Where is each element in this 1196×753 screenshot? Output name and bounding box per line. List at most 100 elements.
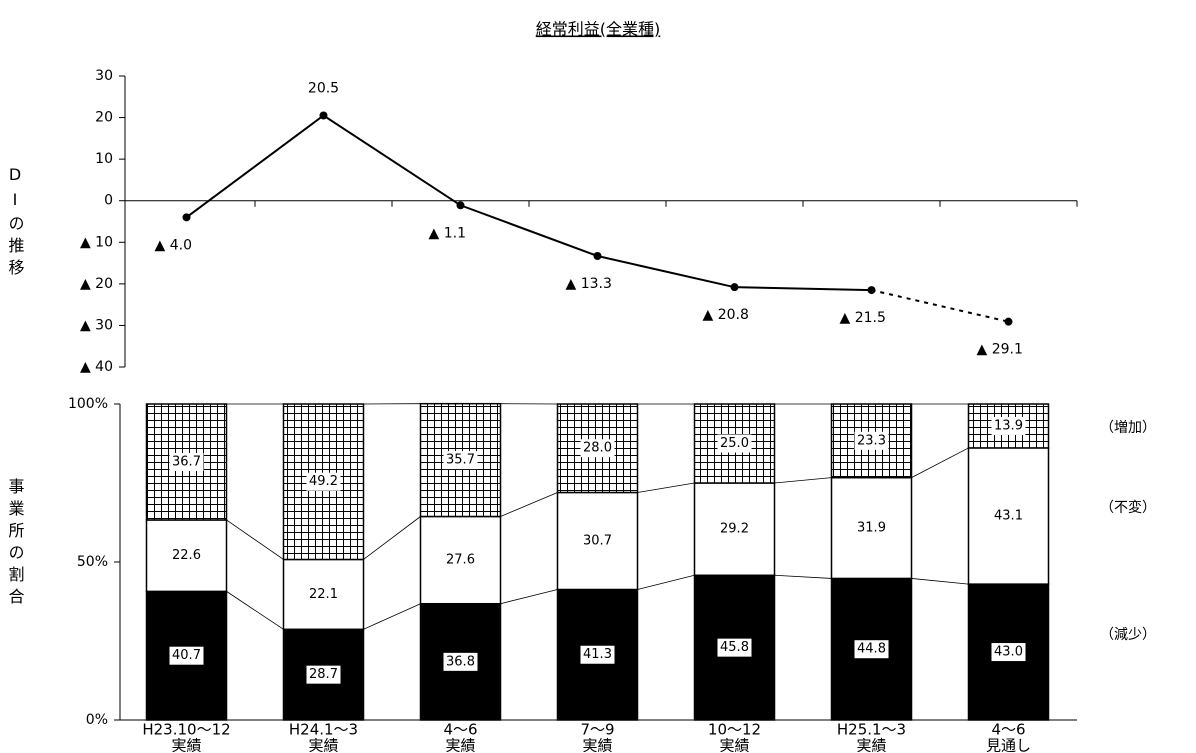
label-box xyxy=(306,585,341,604)
data-label: 49.2 xyxy=(309,474,338,489)
y-tick-label: 100% xyxy=(68,396,108,412)
y-tick-label: ▲ 20 xyxy=(80,276,113,292)
connector xyxy=(363,516,421,560)
data-label: 29.2 xyxy=(720,522,749,537)
line xyxy=(185,114,872,292)
label-box xyxy=(854,640,889,659)
x-tick-label: H25.1～3 xyxy=(837,721,906,739)
y-tick-label: 30 xyxy=(95,68,113,84)
label-box xyxy=(991,643,1026,662)
label-box xyxy=(854,519,889,538)
y-tick-label: ▲ 10 xyxy=(80,234,113,250)
label-box xyxy=(306,665,341,684)
x-tick-label: 実績 xyxy=(445,737,475,753)
label-box xyxy=(717,434,752,453)
label-box xyxy=(717,638,752,657)
connector xyxy=(637,574,695,590)
x-tick-label: 実績 xyxy=(582,737,612,753)
y-tick-label: ▲ 40 xyxy=(80,359,113,375)
label-box xyxy=(580,645,615,664)
connector xyxy=(226,591,284,630)
data-label: 28.0 xyxy=(583,441,612,456)
label-box xyxy=(854,431,889,450)
label-box xyxy=(580,531,615,550)
label-box xyxy=(991,416,1026,435)
x-tick-label: H23.10～12 xyxy=(142,721,230,739)
connector xyxy=(500,492,558,517)
x-tick-label: 実績 xyxy=(171,737,201,753)
x-tick-label: 7～9 xyxy=(580,721,614,739)
label-box xyxy=(717,520,752,539)
data-label: 43.1 xyxy=(994,509,1023,524)
data-label: 43.0 xyxy=(994,645,1023,660)
x-tick-label: 見通し xyxy=(986,737,1031,753)
data-label: 22.1 xyxy=(309,587,338,602)
label-box xyxy=(580,439,615,458)
data-label: 20.5 xyxy=(308,80,339,96)
data-label: 31.9 xyxy=(857,521,886,536)
data-label: ▲ 20.8 xyxy=(703,307,749,323)
data-label: 30.7 xyxy=(583,533,612,548)
label-box xyxy=(169,546,204,565)
x-tick-label: H24.1～3 xyxy=(289,721,358,739)
y-tick-label: 0% xyxy=(86,712,108,728)
data-label: 45.8 xyxy=(720,640,749,655)
bar-segment xyxy=(419,515,502,605)
data-label: 44.8 xyxy=(857,642,886,657)
point xyxy=(1004,317,1013,326)
chart-title: 経常利益(全業種) xyxy=(536,20,661,39)
label-box xyxy=(169,646,204,665)
connector xyxy=(774,477,832,484)
label-box xyxy=(443,451,478,470)
y-axis-title: 事業所の割合 xyxy=(6,478,25,610)
data-label: ▲ 21.5 xyxy=(840,310,886,326)
y-axis-title: DIの推移 xyxy=(6,165,25,281)
label-box xyxy=(443,551,478,570)
data-label: 23.3 xyxy=(857,433,886,448)
point xyxy=(867,286,876,295)
label-box xyxy=(306,472,341,491)
connector xyxy=(911,578,969,585)
data-label: ▲ 29.1 xyxy=(977,342,1023,358)
legend-label: （不変） xyxy=(1100,499,1156,516)
x-tick-label: 実績 xyxy=(856,737,886,753)
point xyxy=(319,111,328,120)
y-tick-label: 0 xyxy=(104,193,113,209)
x-tick-label: 10～12 xyxy=(708,721,761,739)
data-label: 35.7 xyxy=(446,453,475,468)
line xyxy=(871,289,1009,323)
y-tick-label: 50% xyxy=(77,554,108,570)
data-label: 36.7 xyxy=(172,454,201,469)
data-label: 25.0 xyxy=(720,436,749,451)
label-box xyxy=(991,507,1026,526)
label-box xyxy=(169,452,204,471)
x-tick-label: 実績 xyxy=(308,737,338,753)
x-tick-label: 実績 xyxy=(719,737,749,753)
x-tick-label: 4～6 xyxy=(443,721,477,739)
connector xyxy=(637,482,695,493)
legend-label: （減少） xyxy=(1100,626,1156,643)
y-tick-label: 20 xyxy=(95,110,113,126)
data-label: 36.8 xyxy=(446,654,475,669)
connector xyxy=(226,519,284,560)
legend-label: （増加） xyxy=(1100,420,1156,436)
y-tick-label: ▲ 30 xyxy=(80,317,113,333)
data-label: 22.6 xyxy=(172,548,201,563)
point xyxy=(182,213,191,222)
y-tick-label: 10 xyxy=(95,151,113,167)
data-label: ▲ 1.1 xyxy=(429,225,466,241)
data-label: ▲ 4.0 xyxy=(155,237,192,253)
data-label: 40.7 xyxy=(172,648,201,663)
x-tick-label: 4～6 xyxy=(991,721,1025,739)
data-label: 27.6 xyxy=(446,553,475,568)
connector xyxy=(911,447,969,478)
connector xyxy=(500,589,558,605)
label-box xyxy=(443,652,478,671)
data-label: 13.9 xyxy=(994,418,1023,433)
connector xyxy=(363,603,421,630)
data-label: 28.7 xyxy=(309,667,338,682)
point xyxy=(730,283,739,292)
data-label: ▲ 13.3 xyxy=(566,276,612,292)
point xyxy=(456,201,465,210)
